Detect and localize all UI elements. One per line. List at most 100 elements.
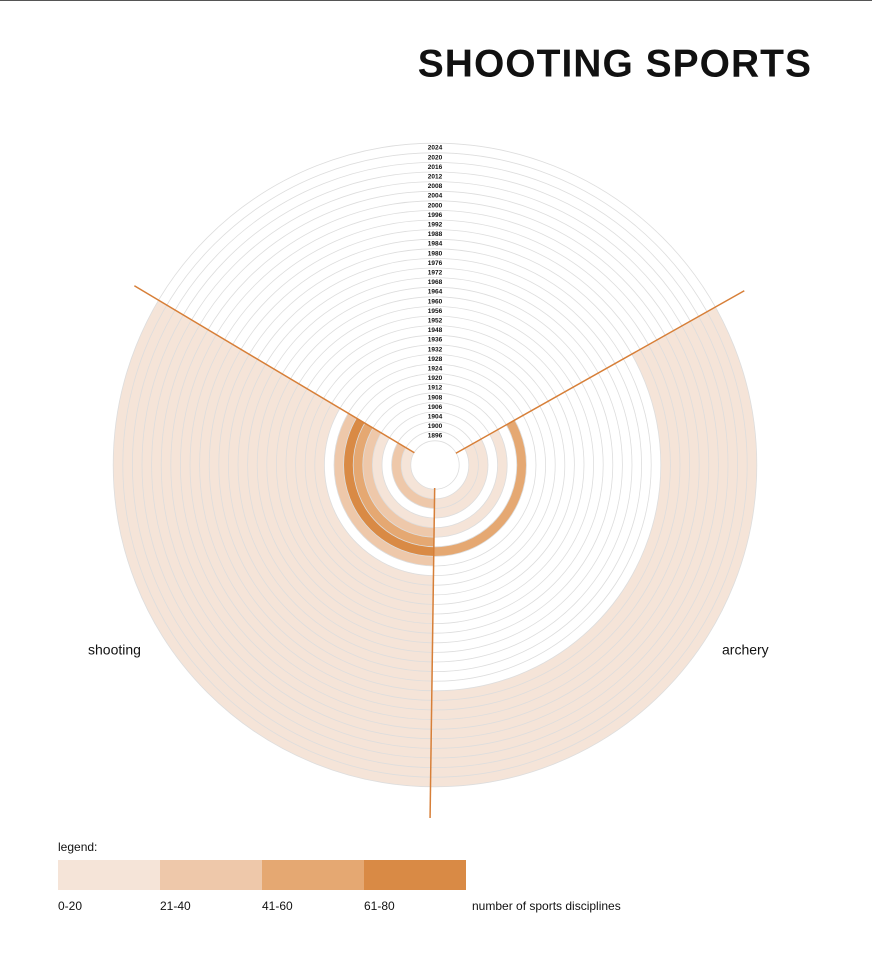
year-label: 2016 bbox=[428, 164, 443, 171]
year-label: 1906 bbox=[428, 404, 443, 411]
ring-segment bbox=[431, 316, 738, 768]
ring-segment bbox=[314, 403, 434, 586]
ring-outline bbox=[189, 219, 681, 711]
ring-segment bbox=[209, 349, 433, 691]
ring-segment bbox=[276, 383, 434, 624]
ring-outline bbox=[179, 209, 691, 721]
year-label: 2008 bbox=[428, 183, 443, 190]
year-label: 2020 bbox=[428, 154, 443, 161]
ring-outline bbox=[247, 277, 623, 653]
ring-segment bbox=[132, 310, 432, 768]
ring-outline bbox=[151, 181, 719, 749]
year-label: 1968 bbox=[428, 279, 443, 286]
ring-segment bbox=[434, 443, 479, 509]
ring-segment bbox=[432, 330, 709, 739]
ring-outline bbox=[371, 401, 498, 528]
ring-outline bbox=[285, 315, 585, 615]
ring-outline bbox=[304, 334, 566, 596]
ring-segment bbox=[286, 388, 434, 614]
year-label: 1964 bbox=[428, 289, 443, 296]
legend-label: 61-80 bbox=[364, 899, 395, 913]
legend-swatch bbox=[262, 860, 364, 890]
ring-segment bbox=[151, 319, 433, 749]
ring-outline bbox=[323, 353, 546, 576]
year-label: 1996 bbox=[428, 212, 443, 219]
year-label: 2024 bbox=[428, 145, 443, 152]
ring-outline bbox=[131, 161, 739, 769]
ring-outline bbox=[122, 152, 748, 778]
ring-segment bbox=[238, 364, 434, 662]
ring-segment bbox=[170, 329, 433, 730]
ring-outline bbox=[295, 325, 575, 605]
ring-segment bbox=[343, 418, 435, 557]
year-label: 1972 bbox=[428, 270, 443, 277]
year-label: 1908 bbox=[428, 394, 443, 401]
ring-segment bbox=[161, 324, 433, 739]
ring-segment bbox=[247, 369, 434, 653]
year-label: 1920 bbox=[428, 375, 443, 382]
ring-outline bbox=[237, 267, 633, 663]
ring-segment bbox=[434, 438, 488, 518]
ring-outline bbox=[266, 296, 604, 634]
chart-title: SHOOTING SPORTS bbox=[418, 42, 812, 85]
ring-outline bbox=[362, 392, 508, 538]
year-label: 1992 bbox=[428, 222, 443, 229]
ring-segment bbox=[228, 359, 433, 672]
year-label: 1932 bbox=[428, 346, 443, 353]
year-label: 1956 bbox=[428, 308, 443, 315]
legend-label: 0-20 bbox=[58, 899, 82, 913]
year-label: 1988 bbox=[428, 231, 443, 238]
ring-segment bbox=[362, 428, 435, 538]
legend-swatch bbox=[160, 860, 262, 890]
year-label: 1980 bbox=[428, 250, 443, 257]
ring-outline bbox=[343, 373, 527, 557]
ring-segment bbox=[190, 339, 433, 710]
year-label: 2000 bbox=[428, 202, 443, 209]
sector-divider bbox=[429, 487, 436, 818]
ring-outline bbox=[227, 257, 643, 673]
ring-segment bbox=[434, 420, 527, 557]
ring-segment bbox=[431, 311, 748, 778]
year-label: 1976 bbox=[428, 260, 443, 267]
year-label: 1896 bbox=[428, 433, 443, 440]
ring-segment bbox=[432, 344, 680, 710]
sector-divider bbox=[455, 290, 745, 454]
legend-swatch bbox=[58, 860, 160, 890]
ring-segment bbox=[122, 305, 432, 778]
ring-segment bbox=[432, 349, 671, 701]
ring-segment bbox=[353, 423, 435, 547]
ring-segment bbox=[431, 321, 728, 758]
ring-outline bbox=[352, 382, 518, 548]
ring-outline bbox=[410, 440, 460, 490]
ring-segment bbox=[266, 378, 434, 634]
sector-divider bbox=[133, 285, 415, 454]
year-label: 1984 bbox=[428, 241, 443, 248]
ring-segment bbox=[401, 447, 435, 499]
ring-outline bbox=[141, 171, 729, 759]
legend-label: 21-40 bbox=[160, 899, 191, 913]
ring-segment bbox=[431, 307, 757, 787]
ring-segment bbox=[432, 340, 690, 720]
year-label: 2004 bbox=[428, 193, 443, 200]
ring-segment bbox=[432, 335, 700, 730]
ring-outline bbox=[314, 344, 556, 586]
year-label: 2012 bbox=[428, 174, 443, 181]
legend-label: 41-60 bbox=[262, 899, 293, 913]
legend-swatch bbox=[364, 860, 466, 890]
ring-outline bbox=[170, 200, 700, 730]
year-label: 1960 bbox=[428, 298, 443, 305]
ring-outline bbox=[160, 190, 710, 740]
ring-segment bbox=[305, 398, 434, 595]
year-label: 1924 bbox=[428, 366, 443, 373]
ring-segment bbox=[432, 325, 719, 749]
ring-outline bbox=[333, 363, 537, 567]
legend-title: legend: bbox=[58, 840, 97, 854]
ring-outline bbox=[218, 248, 652, 682]
ring-segment bbox=[142, 314, 433, 758]
ring-segment bbox=[391, 442, 435, 509]
ring-segment bbox=[257, 373, 434, 643]
ring-outline bbox=[199, 229, 671, 701]
ring-outline bbox=[208, 238, 662, 692]
sector-label: shooting bbox=[88, 642, 141, 658]
